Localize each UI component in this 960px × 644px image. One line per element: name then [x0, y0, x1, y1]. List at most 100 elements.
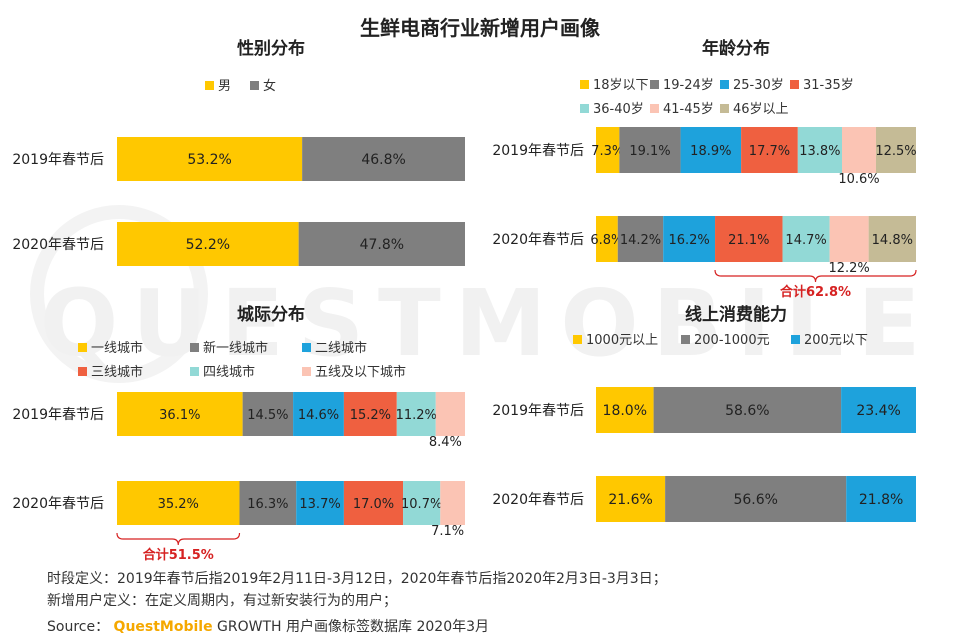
- spend-legend-label-2: 200元以下: [804, 333, 868, 348]
- city-legend-label-5: 五线及以下城市: [315, 364, 406, 380]
- spend-value-label-0-2: 23.4%: [856, 403, 900, 419]
- city-legend-label-4: 四线城市: [203, 364, 255, 380]
- city-legend-label-3: 三线城市: [91, 364, 143, 380]
- spend-legend-label-0: 1000元以上: [586, 333, 658, 348]
- gender-value-label-0-1: 46.8%: [361, 152, 405, 168]
- age-value-label-1-3: 21.1%: [728, 233, 769, 248]
- city-annotation-bracket: [116, 532, 241, 546]
- spend-bar-1-1: [665, 476, 847, 522]
- age-legend-swatch-2: [720, 80, 729, 89]
- age-chart: 年龄分布 18岁以下 19-24岁 25-30岁 31-35岁 36-40岁 41-45岁 4…: [492, 38, 916, 300]
- age-bar-1-4: [782, 216, 830, 262]
- gender-value-label-1-1: 47.8%: [360, 237, 404, 253]
- source-brand: QuestMobile: [113, 619, 213, 635]
- city-value-label-1-4: 10.7%: [401, 497, 442, 512]
- age-legend-label-0: 18岁以下: [593, 78, 649, 93]
- city-bar-0-3: [343, 392, 397, 436]
- city-category-label-1: 2020年春节后: [12, 496, 104, 512]
- age-legend-swatch-3: [790, 80, 799, 89]
- age-legend-swatch-4: [580, 104, 589, 113]
- age-value-label-1-2: 16.2%: [668, 233, 709, 248]
- city-legend-swatch-5: [302, 367, 311, 376]
- gender-legend-label-0: 男: [218, 79, 231, 94]
- age-value-label-1-5: 12.2%: [828, 261, 869, 276]
- age-value-label-1-6: 14.8%: [872, 233, 913, 248]
- age-legend-label-4: 36-40岁: [593, 102, 644, 117]
- city-value-label-0-2: 14.6%: [298, 408, 339, 423]
- city-value-label-0-4: 11.2%: [396, 408, 437, 423]
- gender-bar-0-0: [117, 137, 303, 181]
- city-bar-1-0: [117, 481, 240, 525]
- city-bar-1-3: [343, 481, 404, 525]
- spend-bar-1-2: [846, 476, 916, 522]
- age-legend-swatch-5: [650, 104, 659, 113]
- city-value-label-0-5: 8.4%: [429, 435, 462, 450]
- spend-bar-0-0: [596, 387, 654, 433]
- gender-bar-1-0: [117, 222, 299, 266]
- age-value-label-0-5: 10.6%: [838, 172, 879, 187]
- city-chart-title: 城际分布: [237, 304, 305, 325]
- age-legend-swatch-0: [580, 80, 589, 89]
- age-bar-0-4: [797, 127, 843, 173]
- city-bar-0-1: [242, 392, 294, 436]
- age-bar-0-6: [875, 127, 916, 173]
- footer-period-definition: 时段定义：2019年春节后指2019年2月11日-3月12日，2020年春节后指…: [47, 571, 667, 587]
- age-chart-title: 年龄分布: [702, 38, 770, 59]
- age-value-label-0-4: 13.8%: [799, 144, 840, 159]
- city-value-label-1-2: 13.7%: [299, 497, 340, 512]
- age-legend-label-5: 41-45岁: [663, 102, 714, 117]
- main-title: 生鲜电商行业新增用户画像: [360, 16, 600, 40]
- city-value-label-1-3: 17.0%: [353, 497, 394, 512]
- age-legend-label-3: 31-35岁: [803, 78, 854, 93]
- spend-legend-swatch-2: [791, 335, 800, 344]
- age-value-label-1-4: 14.7%: [785, 233, 826, 248]
- age-bar-1-0: [596, 216, 618, 262]
- spend-legend-label-1: 200-1000元: [694, 333, 770, 348]
- city-bar-0-4: [396, 392, 436, 436]
- city-bar-0-5: [435, 392, 465, 436]
- age-legend-swatch-6: [720, 104, 729, 113]
- watermark: QUESTMOBILE: [40, 270, 935, 377]
- age-legend-swatch-1: [650, 80, 659, 89]
- city-legend-swatch-0: [78, 343, 87, 352]
- spend-chart-title: 线上消费能力: [685, 304, 787, 325]
- footer-source: Source： QuestMobile GROWTH 用户画像标签数据库 202…: [47, 616, 489, 636]
- age-bar-1-5: [829, 216, 869, 262]
- age-legend-label-6: 46岁以上: [733, 102, 789, 117]
- city-bar-0-0: [117, 392, 243, 436]
- age-value-label-0-1: 19.1%: [629, 144, 670, 159]
- age-bar-1-3: [715, 216, 783, 262]
- spend-category-label-0: 2019年春节后: [492, 403, 584, 419]
- age-annotation-text: 合计62.8%: [780, 284, 851, 300]
- spend-legend-swatch-0: [573, 335, 582, 344]
- spend-value-label-1-0: 21.6%: [608, 492, 652, 508]
- city-legend-swatch-1: [190, 343, 199, 352]
- city-bar-1-2: [296, 481, 344, 525]
- age-bar-1-6: [868, 216, 916, 262]
- city-value-label-0-1: 14.5%: [247, 408, 288, 423]
- age-bar-0-1: [619, 127, 681, 173]
- footer-user-definition: 新增用户定义：在定义周期内，有过新安装行为的用户；: [47, 593, 397, 609]
- city-bar-1-5: [440, 481, 465, 525]
- gender-chart-title: 性别分布: [237, 38, 305, 59]
- spend-category-label-1: 2020年春节后: [492, 492, 584, 508]
- age-value-label-1-0: 6.8%: [590, 233, 623, 248]
- city-bar-1-1: [239, 481, 297, 525]
- age-value-label-0-3: 17.7%: [749, 144, 790, 159]
- age-legend-label-2: 25-30岁: [733, 78, 784, 93]
- city-legend-label-2: 二线城市: [315, 340, 367, 356]
- gender-bar-0-1: [302, 137, 465, 181]
- city-value-label-0-3: 15.2%: [350, 408, 391, 423]
- gender-legend-label-1: 女: [263, 78, 276, 94]
- source-label: Source：: [47, 619, 110, 635]
- age-category-label-1: 2020年春节后: [492, 232, 584, 248]
- city-legend-swatch-3: [78, 367, 87, 376]
- city-value-label-0-0: 36.1%: [159, 408, 200, 423]
- age-bar-0-2: [680, 127, 742, 173]
- city-bar-0-2: [293, 392, 344, 436]
- city-value-label-1-1: 16.3%: [247, 497, 288, 512]
- gender-value-label-0-0: 53.2%: [187, 152, 231, 168]
- age-value-label-1-1: 14.2%: [620, 233, 661, 248]
